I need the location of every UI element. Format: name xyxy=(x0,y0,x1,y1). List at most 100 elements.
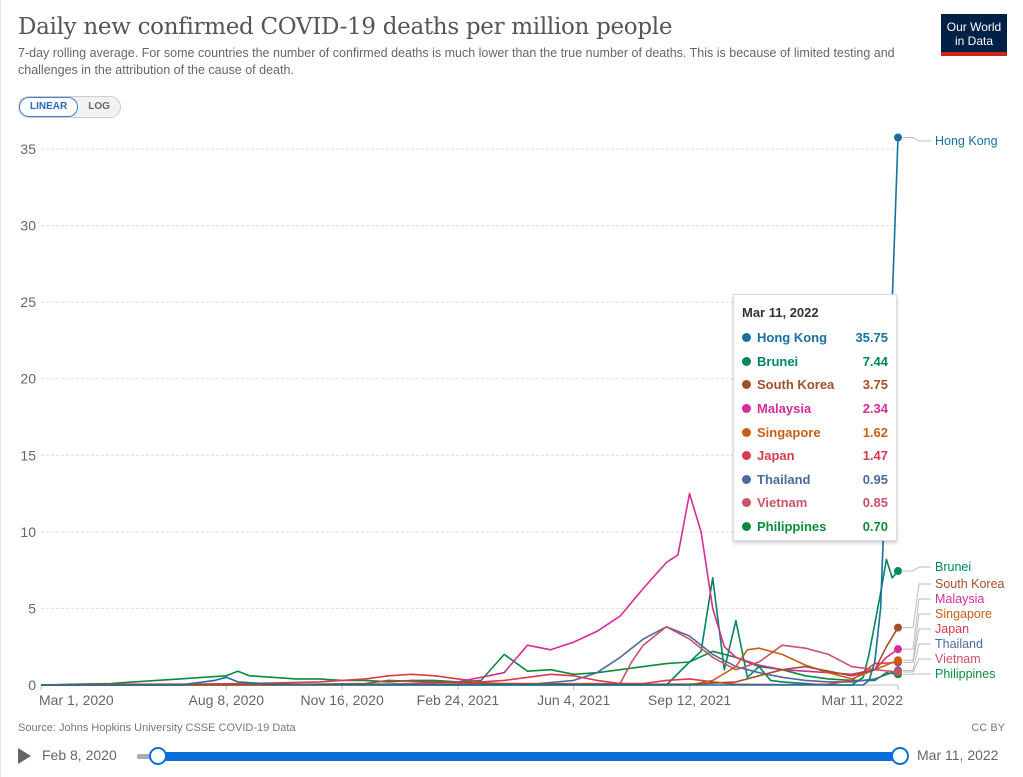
x-tick-label: Sep 12, 2021 xyxy=(648,692,732,708)
label-connector xyxy=(903,628,931,663)
label-connector xyxy=(903,566,931,572)
tooltip-series-value: 2.34 xyxy=(862,401,888,417)
tooltip-series-name: Brunei xyxy=(757,353,799,369)
tooltip-series-name: Singapore xyxy=(757,424,821,440)
timeline-start-label: Feb 8, 2020 xyxy=(42,747,117,763)
series-line-thailand[interactable] xyxy=(41,625,899,686)
y-tick-label: 35 xyxy=(20,141,36,157)
label-connector xyxy=(903,137,931,142)
tooltip-row: Philippines 0.70 xyxy=(742,515,888,539)
timeline-range-fill[interactable] xyxy=(158,752,900,761)
end-label[interactable]: Singapore xyxy=(935,607,992,621)
series-end-point[interactable] xyxy=(894,133,902,142)
series-end-point[interactable] xyxy=(894,645,902,654)
series-dot-icon xyxy=(742,451,751,461)
series-lines xyxy=(40,133,902,686)
series-dot-icon xyxy=(742,380,751,390)
x-tick-label: Mar 11, 2022 xyxy=(822,692,904,708)
end-label[interactable]: Japan xyxy=(935,622,969,636)
series-dot-icon xyxy=(742,333,751,343)
timeline-start-handle[interactable] xyxy=(149,747,167,765)
tooltip-row: Singapore 1.62 xyxy=(742,420,888,444)
series-end-point[interactable] xyxy=(894,656,902,665)
tooltip-row: Vietnam 0.85 xyxy=(742,491,888,515)
series-line-south-korea[interactable] xyxy=(40,627,899,686)
tooltip-series-name: South Korea xyxy=(757,377,835,393)
log-scale-button[interactable]: LOG xyxy=(88,101,110,112)
chart-subtitle: 7-day rolling average. For some countrie… xyxy=(18,46,895,77)
end-label[interactable]: Hong Kong xyxy=(935,134,998,148)
y-tick-label: 0 xyxy=(28,677,36,693)
y-axis: 0 5 10 15 20 25 30 35 xyxy=(20,141,36,693)
series-dot-icon xyxy=(742,474,751,484)
y-tick-label: 30 xyxy=(20,218,36,234)
tooltip-row: Hong Kong 35.75 xyxy=(742,326,888,350)
owid-logo[interactable]: Our World in Data xyxy=(941,14,1007,56)
label-connector xyxy=(903,658,931,673)
end-label[interactable]: Malaysia xyxy=(935,592,984,606)
tooltip-row: Malaysia 2.34 xyxy=(742,397,888,421)
series-dot-icon xyxy=(742,498,751,508)
timeline-end-label: Mar 11, 2022 xyxy=(917,747,999,763)
y-tick-label: 25 xyxy=(20,294,36,310)
series-end-point[interactable] xyxy=(894,667,902,676)
end-label[interactable]: Brunei xyxy=(935,560,971,574)
tooltip-series-name: Japan xyxy=(757,448,795,464)
tooltip: Mar 11, 2022 Hong Kong 35.75 Brunei 7.44 Sou… xyxy=(733,294,897,541)
tooltip-series-name: Thailand xyxy=(757,471,811,487)
end-label[interactable]: Thailand xyxy=(935,637,983,651)
license-link[interactable]: CC BY xyxy=(971,722,1005,734)
y-tick-label: 15 xyxy=(20,447,36,463)
tooltip-series-name: Vietnam xyxy=(757,495,808,511)
series-dot-icon xyxy=(742,427,751,437)
series-line-vietnam[interactable] xyxy=(40,625,899,686)
tooltip-series-value: 7.44 xyxy=(862,353,888,369)
label-connector xyxy=(903,583,931,629)
scale-toggle: LINEAR LOG xyxy=(18,96,121,118)
tooltip-series-value: 1.47 xyxy=(862,448,888,464)
play-icon[interactable] xyxy=(18,748,31,764)
timeline: Feb 8, 2020 Mar 11, 2022 xyxy=(1,742,1023,772)
tooltip-row: Brunei 7.44 xyxy=(742,350,888,374)
tooltip-series-value: 0.95 xyxy=(862,471,888,487)
tooltip-series-value: 35.75 xyxy=(855,330,888,346)
label-connector xyxy=(903,598,931,650)
label-connector xyxy=(903,643,931,671)
tooltip-row: Japan 1.47 xyxy=(742,444,888,468)
tooltip-row: South Korea 3.75 xyxy=(742,373,888,397)
tooltip-row: Thailand 0.95 xyxy=(742,468,888,492)
end-labels: Hong Kong Brunei South KoreaMalaysiaSingap… xyxy=(903,134,1005,681)
timeline-end-handle[interactable] xyxy=(891,747,909,765)
end-label[interactable]: South Korea xyxy=(935,577,1005,591)
series-line-brunei[interactable] xyxy=(41,558,899,686)
x-tick-label: Feb 24, 2021 xyxy=(417,692,500,708)
y-tick-label: 20 xyxy=(20,371,36,387)
tooltip-series-value: 1.62 xyxy=(862,424,888,440)
tooltip-series-value: 3.75 xyxy=(862,377,888,393)
y-tick-label: 10 xyxy=(20,524,36,540)
tooltip-series-value: 0.70 xyxy=(862,519,888,535)
tooltip-series-name: Malaysia xyxy=(757,401,812,417)
series-dot-icon xyxy=(742,404,751,414)
end-label[interactable]: Philippines xyxy=(935,667,995,681)
tooltip-series-name: Hong Kong xyxy=(757,330,828,346)
end-label[interactable]: Vietnam xyxy=(935,652,981,666)
x-axis: Mar 1, 2020 Aug 8, 2020 Nov 16, 2020 Feb 24… xyxy=(39,685,903,708)
source-note[interactable]: Source: Johns Hopkins University CSSE CO… xyxy=(18,722,296,734)
x-tick-label: Nov 16, 2020 xyxy=(300,692,383,708)
logo-line-2: in Data xyxy=(954,34,994,48)
series-end-point[interactable] xyxy=(894,623,902,632)
series-dot-icon xyxy=(742,356,751,366)
tooltip-series-value: 0.85 xyxy=(862,495,888,511)
label-connector xyxy=(903,613,931,661)
series-end-point[interactable] xyxy=(894,567,902,576)
y-tick-label: 5 xyxy=(28,600,36,616)
x-tick-label: Jun 4, 2021 xyxy=(537,692,610,708)
tooltip-date: Mar 11, 2022 xyxy=(742,305,819,320)
line-chart[interactable]: 0 5 10 15 20 25 30 35 Mar 1, 2020 Aug 8, 2020 Nov… xyxy=(1,120,1023,710)
linear-scale-button[interactable]: LINEAR xyxy=(19,97,79,117)
logo-line-1: Our World xyxy=(946,20,1002,34)
chart-title: Daily new confirmed COVID-19 deaths per … xyxy=(18,14,673,40)
x-tick-label: Aug 8, 2020 xyxy=(189,692,265,708)
